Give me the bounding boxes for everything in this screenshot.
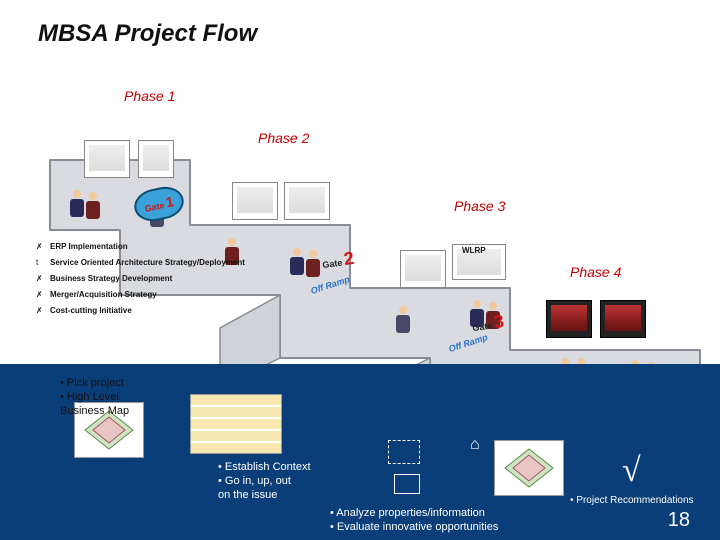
- mini-diagram-3: [494, 440, 564, 496]
- gate-3-text: Gate: [472, 320, 493, 333]
- gate-1-text: Gate: [144, 200, 166, 214]
- screen-icon: [394, 474, 420, 494]
- list-item: ✗Merger/Acquisition Strategy: [36, 288, 246, 302]
- person: [70, 190, 84, 218]
- note-phase3: • Analyze properties/information • Evalu…: [330, 506, 498, 534]
- list-item: ✗Business Strategy Development: [36, 272, 246, 286]
- person-icon: ⌂: [470, 436, 480, 454]
- list-item: ✗ERP Implementation: [36, 240, 246, 254]
- examples-list: ✗ERP Implementation tService Oriented Ar…: [36, 240, 246, 320]
- person: [86, 192, 100, 220]
- slide-number: 18: [668, 509, 690, 532]
- board-phase4b: [600, 300, 646, 338]
- note-phase1: • Pick project • High Level Business Map: [60, 376, 170, 418]
- board-phase2a: [232, 182, 278, 220]
- note-phase2: • Establish Context • Go in, up, out on …: [218, 460, 311, 502]
- list-item: ✗Cost-cutting Initiative: [36, 304, 246, 318]
- list-item: tService Oriented Architecture Strategy/…: [36, 256, 246, 270]
- gate-1-num: 1: [164, 193, 175, 210]
- board-phase2b: [284, 182, 330, 220]
- gate-2: Gate2: [321, 248, 356, 273]
- mini-diagram-2: [190, 394, 282, 454]
- person: [396, 306, 410, 334]
- board-phase1a: [84, 140, 130, 178]
- person: [290, 248, 304, 276]
- checkmark-icon: √: [622, 452, 641, 490]
- board-phase3a: [400, 250, 446, 288]
- note-phase4: • Project Recommendations: [570, 494, 694, 508]
- gate-3: Gate3: [471, 311, 506, 336]
- board-phase1b: [138, 140, 174, 178]
- person: [306, 250, 320, 278]
- dashed-box-icon: [388, 440, 420, 464]
- gate-2-text: Gate: [322, 257, 343, 270]
- board-phase4a: [546, 300, 592, 338]
- wlrp-label: WLRP: [462, 246, 486, 255]
